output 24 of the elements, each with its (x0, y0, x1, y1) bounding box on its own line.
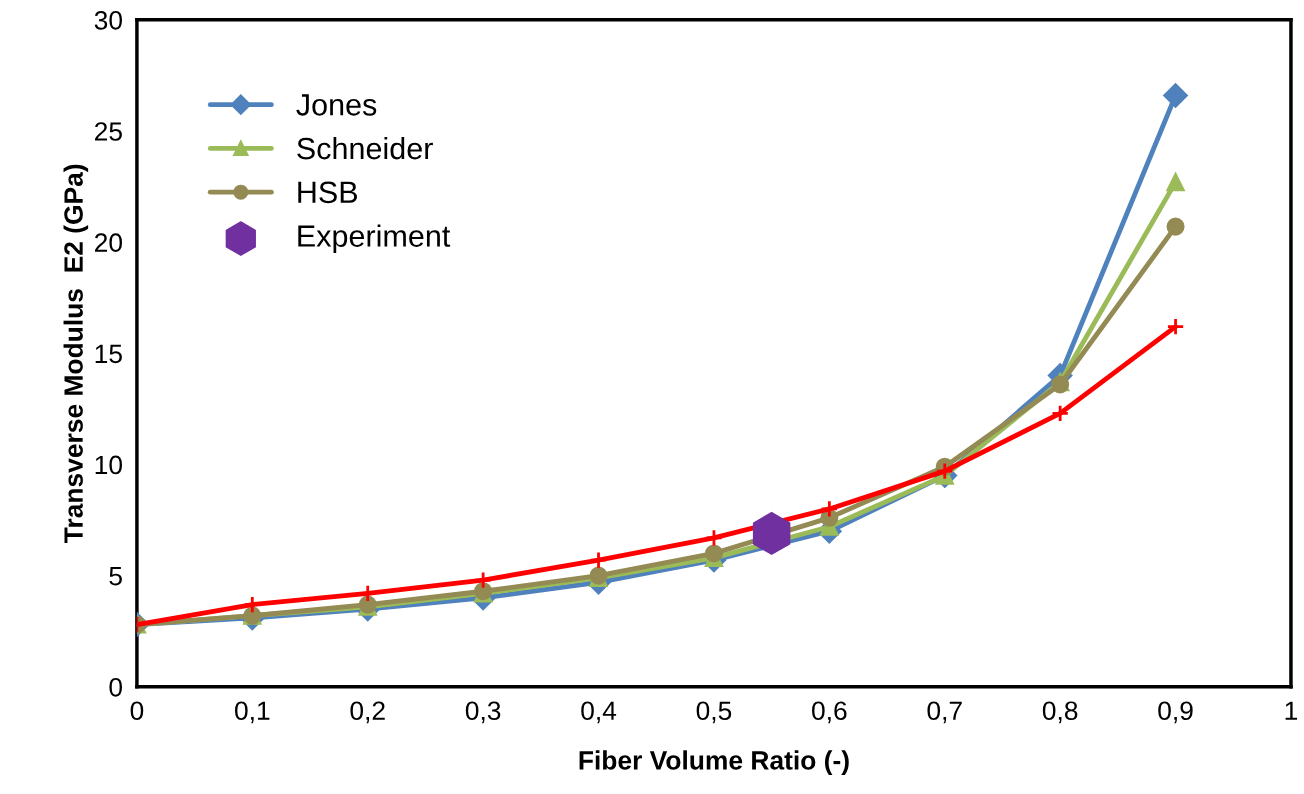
y-tick-label: 25 (95, 122, 122, 141)
x-tick-label: 0,5 (696, 701, 732, 724)
x-axis-title: Fiber Volume Ratio (-) (579, 750, 849, 775)
x-tick-label: 0,9 (1158, 701, 1193, 724)
y-tick-label: 0 (109, 677, 122, 697)
y-tick-label: 10 (95, 455, 122, 475)
y-tick-label: 30 (94, 10, 122, 30)
x-tick-label: 1 (1285, 701, 1298, 720)
legend-label: Experiment (298, 224, 451, 253)
x-tick-label: 0,7 (927, 701, 962, 724)
y-tick-label: 5 (109, 567, 122, 586)
x-tick-label: 0,2 (350, 701, 385, 724)
x-tick-label: 0 (130, 701, 144, 721)
x-tick-label: 0,6 (812, 701, 847, 724)
legend-label: HSB (298, 181, 358, 204)
y-tick-label: 15 (95, 344, 122, 364)
y-axis-title: Transverse Modulus E2 (GPa) (63, 164, 89, 543)
legend-label: Schneider (297, 136, 433, 160)
legend-label: Jones (296, 94, 377, 116)
x-tick-label: 0,3 (465, 701, 501, 724)
x-tick-label: 0,1 (235, 701, 270, 724)
y-tick-label: 20 (95, 233, 122, 252)
x-tick-label: 0,4 (581, 701, 617, 724)
x-tick-label: 0,8 (1042, 701, 1078, 724)
